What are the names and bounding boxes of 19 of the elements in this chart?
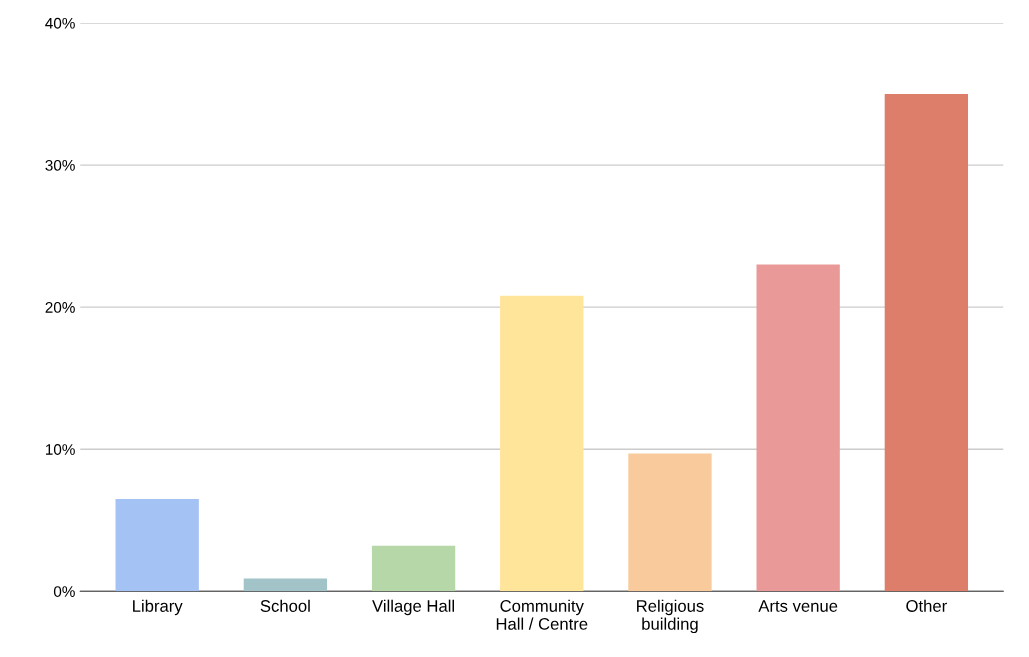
y-tick-label: 10% — [45, 444, 75, 455]
x-tick-label: School — [260, 599, 310, 612]
bar — [243, 578, 328, 592]
x-tick-label: Community Hall / Centre — [496, 599, 588, 630]
x-tick-label: Other — [906, 599, 947, 612]
bar — [500, 295, 584, 592]
y-tick-label: 0% — [53, 586, 75, 597]
bar — [628, 453, 712, 592]
bar — [756, 264, 840, 592]
y-tick-label: 30% — [45, 159, 75, 171]
y-tick-label: 20% — [45, 302, 75, 313]
x-tick-label: Religious building — [637, 599, 704, 634]
bar — [115, 498, 199, 592]
x-tick-label: Arts venue — [758, 600, 838, 612]
x-tick-label: Village Hall — [372, 599, 454, 616]
bar — [371, 545, 456, 592]
bar — [884, 94, 969, 592]
y-tick-label: 40% — [45, 17, 75, 29]
x-tick-label: Library — [133, 599, 183, 616]
